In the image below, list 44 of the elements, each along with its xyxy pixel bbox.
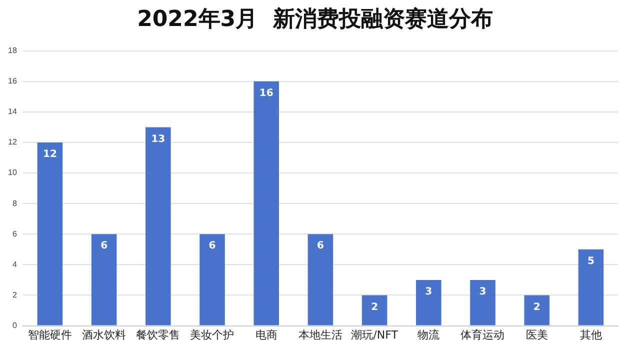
data-label: 6 xyxy=(100,240,108,252)
bar xyxy=(254,81,279,326)
y-tick-label: 6 xyxy=(12,229,18,238)
y-tick-label: 18 xyxy=(8,46,18,56)
bar xyxy=(200,234,225,326)
x-tick-label: 餐饮零售 xyxy=(136,328,180,342)
x-tick-label: 物流 xyxy=(418,328,440,342)
x-tick-label: 酒水饮料 xyxy=(82,328,126,342)
x-tick-label: 医美 xyxy=(526,328,548,342)
data-label: 3 xyxy=(425,286,432,298)
y-tick-label: 8 xyxy=(12,198,18,208)
data-label: 16 xyxy=(259,88,274,99)
y-tick-label: 16 xyxy=(8,76,18,86)
bar xyxy=(362,295,388,326)
data-label: 2 xyxy=(533,302,540,313)
y-tick-label: 2 xyxy=(12,290,18,300)
y-tick-label: 14 xyxy=(8,107,18,116)
x-tick-label: 体育运动 xyxy=(460,328,505,342)
bar xyxy=(308,234,334,326)
bar xyxy=(524,295,550,326)
y-tick-label: 12 xyxy=(8,138,18,147)
y-tick-label: 10 xyxy=(8,168,18,178)
y-tick-label: 0 xyxy=(12,321,18,330)
bar xyxy=(470,280,496,326)
data-label: 3 xyxy=(479,286,486,298)
data-label: 13 xyxy=(151,134,166,145)
x-tick-label: 其他 xyxy=(580,328,602,342)
bar xyxy=(37,142,63,326)
x-tick-label: 本地生活 xyxy=(298,328,342,342)
bar xyxy=(91,234,117,326)
bar xyxy=(146,127,171,326)
y-tick-label: 4 xyxy=(12,260,18,269)
data-label: 5 xyxy=(587,256,594,268)
chart-title: 2022年3月 新消费投融资赛道分布 xyxy=(136,6,494,34)
bar xyxy=(416,280,442,326)
x-tick-label: 电商 xyxy=(255,328,278,342)
x-tick-label: 美妆个护 xyxy=(190,328,234,342)
x-tick-label: 智能硬件 xyxy=(28,328,72,342)
data-label: 2 xyxy=(371,302,378,313)
data-label: 12 xyxy=(42,149,57,160)
data-label: 6 xyxy=(316,240,324,252)
x-tick-label: 潮玩/NFT xyxy=(351,328,398,342)
bar xyxy=(578,249,604,326)
data-label: 6 xyxy=(208,240,216,252)
